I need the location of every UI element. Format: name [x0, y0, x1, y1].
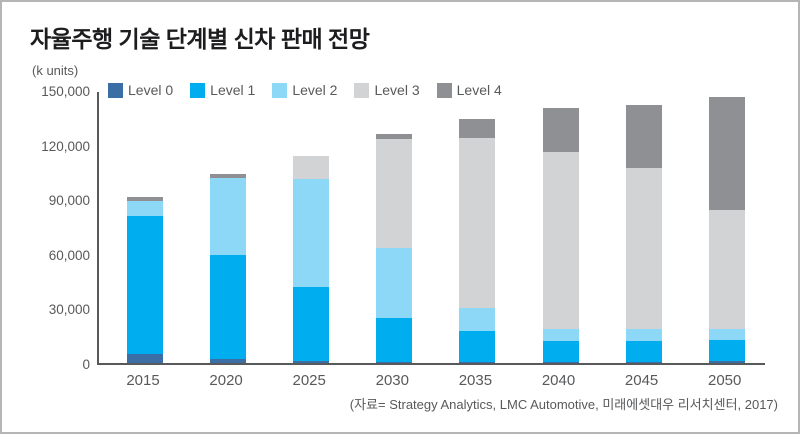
legend-label: Level 3	[374, 82, 420, 98]
x-tick-label-2020: 2020	[209, 372, 243, 389]
bar-segment-2035-level-3	[459, 138, 496, 309]
bar-segment-2015-level-0	[127, 353, 163, 363]
legend-item-level-2: Level 2	[272, 82, 337, 98]
legend-swatch-level-2	[272, 82, 288, 98]
y-tick-label: 0	[82, 357, 90, 372]
legend-item-level-0: Level 0	[108, 82, 173, 98]
x-tick-label-2050: 2050	[708, 372, 742, 389]
chart-legend: Level 0 Level 1 Level 2 Level 3 Level 4	[108, 82, 502, 98]
legend-label: Level 4	[456, 82, 502, 98]
bar-segment-2020-level-1	[210, 254, 247, 359]
x-tick-label-2045: 2045	[624, 372, 659, 389]
legend-item-level-1: Level 1	[190, 82, 255, 98]
bar-segment-2030-level-4	[376, 133, 413, 140]
stacked-bar-2040	[542, 108, 579, 363]
stacked-bar-2015	[127, 197, 163, 363]
x-tick-label-2040: 2040	[541, 372, 576, 389]
bar-segment-2040-level-3	[542, 152, 579, 329]
stacked-bar-2020	[210, 173, 247, 363]
legend-item-level-3: Level 3	[354, 82, 420, 98]
bar-segment-2035-level-1	[459, 331, 496, 363]
bar-segment-2050-level-4	[708, 97, 745, 211]
legend-swatch-level-0	[108, 82, 123, 98]
bar-segment-2045-level-0	[625, 362, 662, 363]
bar-segment-2045-level-1	[625, 341, 662, 363]
bar-segment-2025-level-0	[293, 361, 330, 363]
bar-segment-2050-level-3	[708, 210, 745, 329]
bar-segment-2030-level-0	[376, 362, 413, 363]
bar-segment-2035-level-2	[459, 308, 496, 332]
legend-swatch-level-4	[436, 82, 452, 98]
x-tick-label-2015: 2015	[126, 372, 160, 389]
stacked-bar-2050	[708, 97, 745, 363]
bar-segment-2030-level-2	[376, 248, 413, 318]
bar-segment-2050-level-1	[708, 340, 745, 362]
x-tick-label-2035: 2035	[458, 372, 493, 389]
bar-segment-2040-level-0	[542, 362, 579, 363]
legend-label: Level 0	[128, 82, 174, 98]
chart-title: 자율주행 기술 단계별 신차 판매 전망	[30, 26, 370, 52]
bar-segment-2045-level-4	[625, 104, 662, 169]
y-axis-unit-label: (k units)	[32, 63, 79, 78]
stacked-bar-2030	[376, 133, 413, 363]
legend-swatch-level-3	[354, 82, 370, 98]
bar-segment-2040-level-4	[542, 108, 579, 153]
bar-segment-2045-level-3	[625, 168, 662, 329]
x-tick-label-2025: 2025	[292, 372, 326, 389]
bar-segment-2025-level-1	[293, 286, 330, 362]
bar-segment-2040-level-2	[542, 328, 579, 342]
stacked-bar-2025	[293, 155, 330, 363]
bar-segment-2025-level-3	[293, 155, 330, 180]
stacked-bar-2035	[459, 119, 496, 363]
bar-segment-2035-level-0	[459, 362, 496, 363]
bar-segment-2015-level-1	[127, 215, 163, 354]
bar-segment-2015-level-2	[127, 201, 163, 216]
legend-swatch-level-1	[190, 82, 206, 98]
bar-segment-2050-level-0	[708, 361, 745, 363]
bar-segment-2040-level-1	[542, 341, 579, 363]
stacked-bar-2045	[625, 104, 662, 363]
bar-segment-2035-level-4	[459, 119, 496, 139]
y-tick-label: 120,000	[41, 138, 90, 154]
bar-segment-2020-level-2	[210, 178, 247, 255]
bar-segment-2020-level-0	[210, 358, 247, 363]
bar-segment-2030-level-1	[376, 317, 413, 363]
y-tick-label: 60,000	[48, 247, 90, 263]
y-tick-label: 30,000	[48, 302, 90, 318]
source-citation: (자료= Strategy Analytics, LMC Automotive,…	[349, 397, 778, 412]
bar-segment-2020-level-4	[210, 173, 247, 179]
bar-segment-2050-level-2	[708, 328, 745, 341]
x-tick-label-2030: 2030	[375, 372, 409, 389]
legend-label: Level 2	[292, 82, 338, 98]
legend-label: Level 1	[210, 82, 256, 98]
plot-area	[97, 92, 765, 365]
legend-item-level-4: Level 4	[436, 82, 502, 98]
bar-segment-2025-level-2	[293, 179, 330, 287]
y-tick-label: 150,000	[41, 84, 90, 99]
bar-segment-2045-level-2	[625, 328, 662, 342]
bar-segment-2030-level-3	[376, 139, 413, 249]
bar-segment-2015-level-4	[127, 197, 163, 202]
y-tick-label: 90,000	[48, 193, 90, 209]
